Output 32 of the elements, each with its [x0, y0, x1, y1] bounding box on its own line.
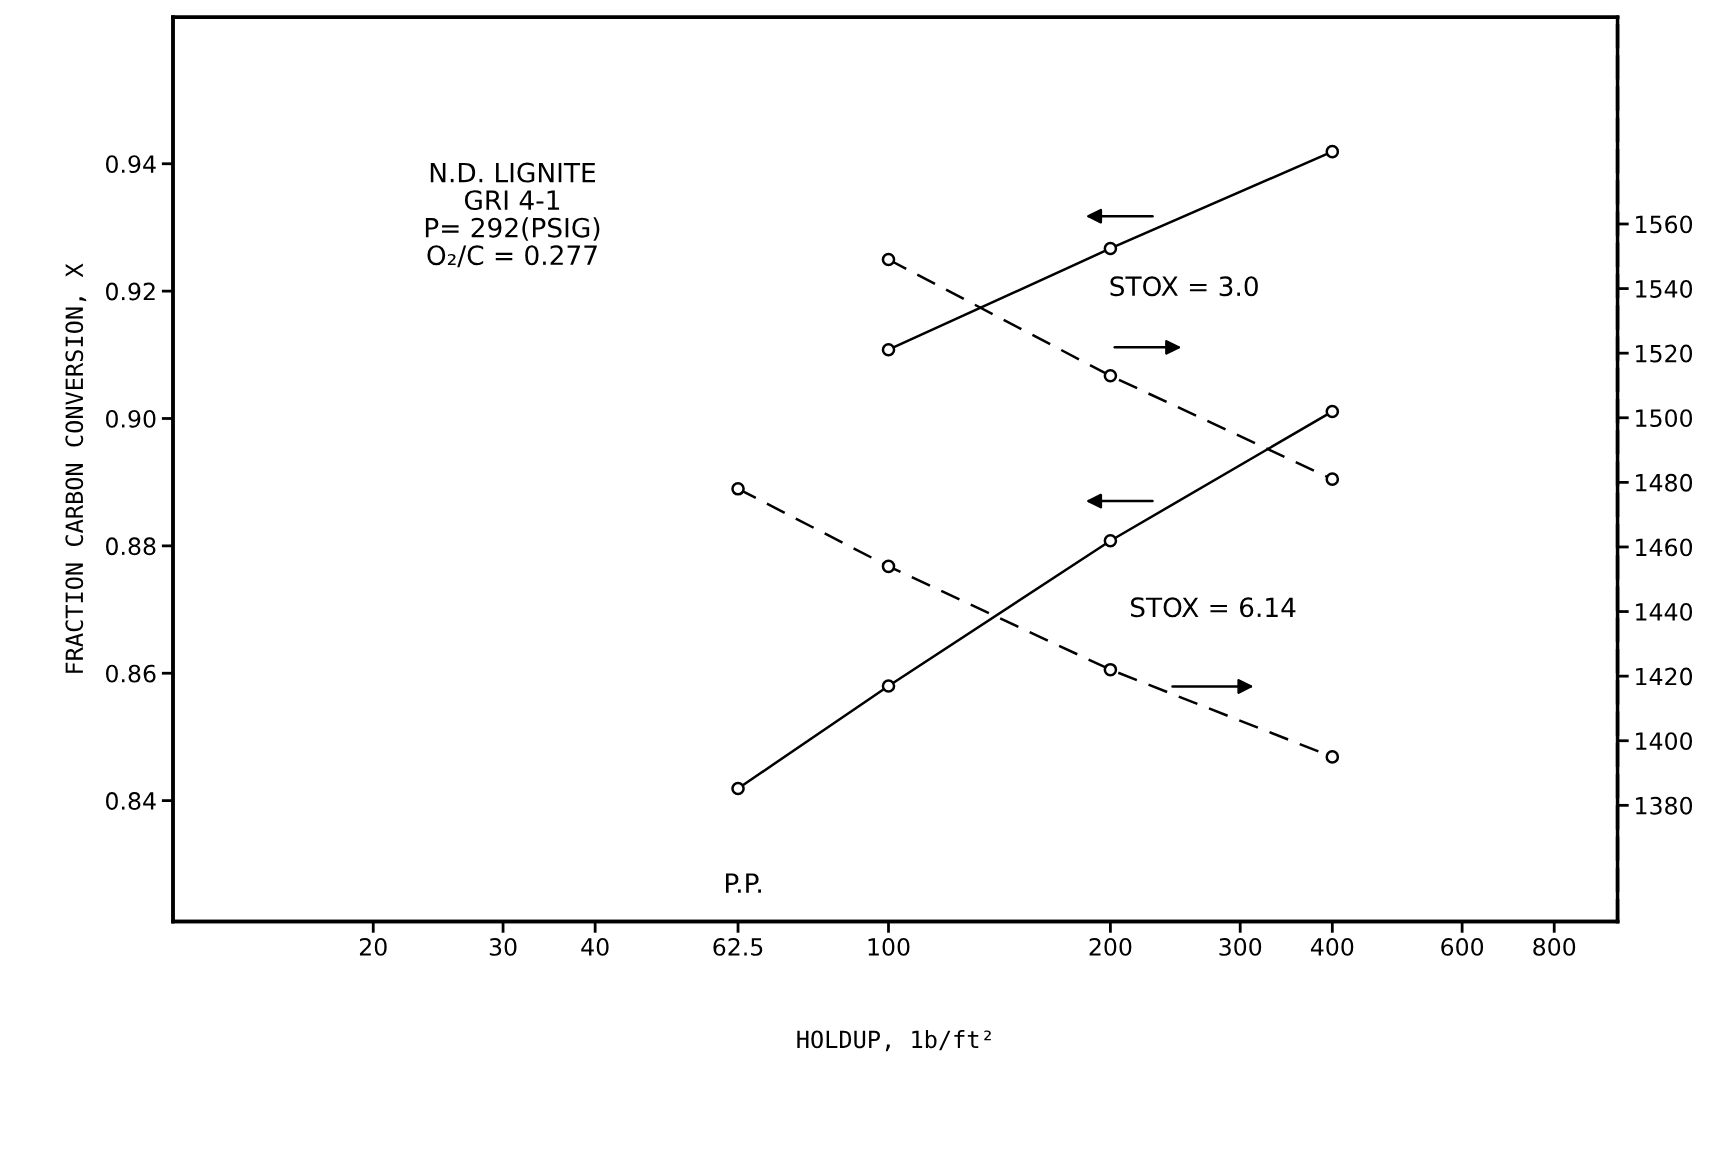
- y2-tick-label: 1540: [1636, 280, 1693, 298]
- y-tick-label: 0.88: [106, 537, 156, 556]
- y2-tick-label: 1380: [1636, 796, 1693, 815]
- x-tick-label: 30: [489, 937, 517, 956]
- x-tick-label: 100: [868, 937, 910, 956]
- x-tick-label: 300: [1219, 937, 1262, 956]
- x-tick-label: 600: [1441, 937, 1484, 956]
- y2-tick-label: 1440: [1636, 602, 1693, 621]
- annotation: N.D. LIGNITE GRI 4-1 P= 292(PSIG) O₂/C = 0.277: [425, 162, 600, 268]
- annotation: STOX = 6.14: [1130, 597, 1296, 618]
- annotation: P.P.: [726, 873, 761, 893]
- annotation: STOX = 3.0: [1110, 276, 1258, 297]
- y2-tick-label: 1520: [1636, 344, 1693, 363]
- x-tick-label: 40: [581, 937, 609, 956]
- y2-tick-label: 1420: [1636, 667, 1693, 686]
- y-tick-label: 0.94: [106, 155, 156, 174]
- y2-tick-label: 1460: [1636, 538, 1693, 557]
- x-tick-label: 20: [359, 937, 387, 956]
- x-tick-label: 62.5: [713, 937, 763, 956]
- y2-tick-label: 1400: [1636, 732, 1693, 751]
- y-tick-label: 0.84: [106, 792, 156, 810]
- x-tick-label: 800: [1533, 937, 1576, 956]
- x-tick-label: 200: [1089, 937, 1132, 956]
- y-tick-label: 0.90: [106, 409, 156, 428]
- x-tick-label: 400: [1310, 937, 1354, 956]
- y2-tick-label: 1480: [1636, 473, 1693, 492]
- y2-tick-label: 1560: [1636, 215, 1693, 234]
- y-tick-label: 0.86: [106, 664, 156, 683]
- y-axis-title: FRACTION CARBON CONVERSION, X: [65, 263, 87, 673]
- y2-tick-label: 1500: [1636, 409, 1693, 428]
- y-tick-label: 0.92: [106, 282, 155, 301]
- x-axis-title: HOLDUP, 1b/ft²: [797, 1029, 991, 1052]
